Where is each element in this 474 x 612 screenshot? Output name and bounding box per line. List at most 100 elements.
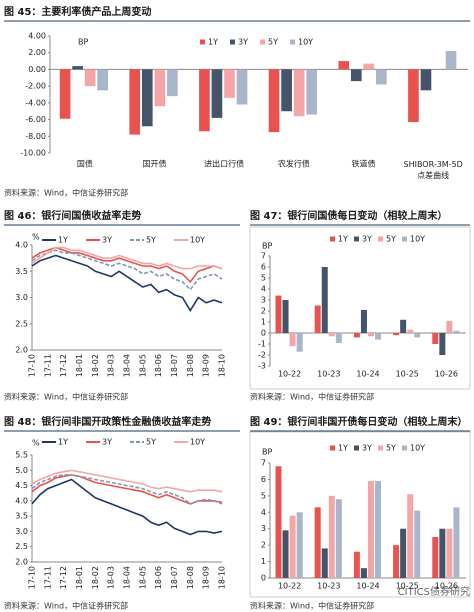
legend-swatch: [354, 445, 359, 451]
x-tick-label: 18-06: [154, 566, 163, 589]
bar: [296, 333, 303, 352]
series-line: [31, 254, 223, 313]
bar: [275, 295, 282, 333]
y-tick-label: -10.00: [20, 149, 46, 158]
y-tick-label: 4.00: [28, 32, 46, 41]
y-tick-label: 4.5: [15, 481, 28, 490]
legend-label: 10Y: [190, 236, 205, 245]
y-tick-label: 3: [261, 296, 266, 305]
legend-label: 1Y: [208, 38, 218, 47]
bar: [306, 69, 318, 115]
bar: [453, 330, 460, 333]
y-axis-label: BP: [78, 38, 88, 47]
legend-label: 5Y: [268, 38, 278, 47]
x-tick-label: 农发行债: [278, 159, 310, 169]
y-tick-label: 3: [261, 524, 266, 533]
bar: [224, 69, 235, 98]
y-tick-label: 3.0: [15, 527, 28, 536]
watermark: CITICS债券研究: [398, 585, 470, 598]
bar: [432, 536, 439, 578]
bar: [400, 319, 407, 333]
legend-label: 3Y: [362, 444, 372, 453]
legend-swatch: [402, 445, 407, 451]
bar: [275, 466, 282, 578]
x-tick-label: 18-04: [123, 566, 132, 589]
bar: [282, 530, 289, 578]
y-tick-label: 6: [261, 263, 266, 272]
bar: [446, 320, 453, 333]
bar: [281, 69, 292, 112]
bar: [400, 528, 407, 578]
bar: [375, 481, 382, 578]
x-tick-label: 18-04: [123, 354, 132, 377]
y-axis-label: BP: [262, 242, 272, 251]
bar: [393, 545, 400, 578]
y-tick-label: 3.5: [15, 267, 28, 276]
x-tick-label: 10-26: [435, 370, 458, 379]
series-line: [31, 478, 223, 536]
legend-label: 3Y: [102, 438, 112, 447]
source-note: 资料来源：Wind，中信证券研究部: [250, 392, 374, 402]
legend-swatch: [200, 39, 205, 45]
x-tick-label: 18-02: [91, 354, 100, 377]
x-tick-label: 铁道债: [352, 159, 376, 169]
bar: [314, 507, 321, 578]
y-axis-label: %: [32, 233, 40, 242]
y-tick-label: 3.5: [15, 512, 28, 521]
x-tick-label: 17-11: [43, 354, 52, 377]
series-line: [31, 246, 223, 284]
bar: [289, 515, 296, 578]
legend-label: 1Y: [338, 235, 348, 244]
x-tick-label: 10-25: [396, 370, 419, 379]
legend-label: 5Y: [146, 438, 156, 447]
y-tick-label: 5.0: [15, 466, 28, 475]
x-tick-label: 18-08: [186, 354, 195, 377]
bar: [439, 333, 446, 355]
series-line: [31, 249, 223, 291]
bar: [72, 66, 83, 70]
y-tick-label: 3.0: [15, 293, 28, 302]
legend-swatch: [402, 236, 407, 242]
legend-label: 10Y: [410, 235, 425, 244]
y-tick-label: 4: [261, 285, 266, 294]
x-tick-label: 10-23: [317, 582, 340, 591]
x-tick-label: 17-11: [43, 566, 52, 589]
bar: [335, 499, 342, 578]
x-tick-label: 17-12: [59, 566, 68, 589]
legend-label: 3Y: [362, 235, 372, 244]
bar: [375, 333, 382, 340]
legend-swatch: [330, 445, 335, 451]
bar: [289, 333, 296, 347]
bar: [129, 69, 141, 135]
y-tick-label: 4: [261, 508, 266, 517]
legend-swatch: [290, 39, 295, 45]
x-tick-label: 18-01: [75, 354, 84, 377]
x-tick-label: 进出口行债: [204, 159, 244, 169]
y-tick-label: 0.00: [28, 65, 46, 74]
source-note: 资料来源：Wind，中信证券研究部: [4, 392, 128, 402]
legend-swatch: [330, 236, 335, 242]
y-tick-label: 2.0: [15, 558, 28, 567]
figure-title: 图 47：银行间国债每日变动（相较上周末）: [250, 209, 447, 222]
x-tick-label: 18-01: [75, 566, 84, 589]
bar: [338, 61, 350, 70]
figure-title: 图 46：银行间国债收益率走势: [4, 209, 141, 222]
x-tick-label: 国开债: [143, 159, 167, 169]
bar: [432, 333, 439, 344]
bar: [167, 69, 178, 97]
y-tick-label: -4.00: [25, 98, 46, 107]
bar: [363, 63, 375, 70]
y-tick-label: -2: [258, 351, 266, 360]
y-tick-label: 7: [261, 459, 266, 468]
y-tick-label: 2: [261, 541, 266, 550]
y-tick-label: -8.00: [25, 132, 46, 141]
x-tick-label: 18-03: [107, 354, 116, 377]
legend-swatch: [260, 39, 265, 45]
bar: [393, 333, 400, 336]
legend-label: 10Y: [298, 38, 313, 47]
bar: [407, 494, 414, 578]
bar: [321, 548, 328, 578]
y-tick-label: 2.5: [15, 542, 28, 551]
y-tick-label: 4.0: [15, 496, 28, 505]
